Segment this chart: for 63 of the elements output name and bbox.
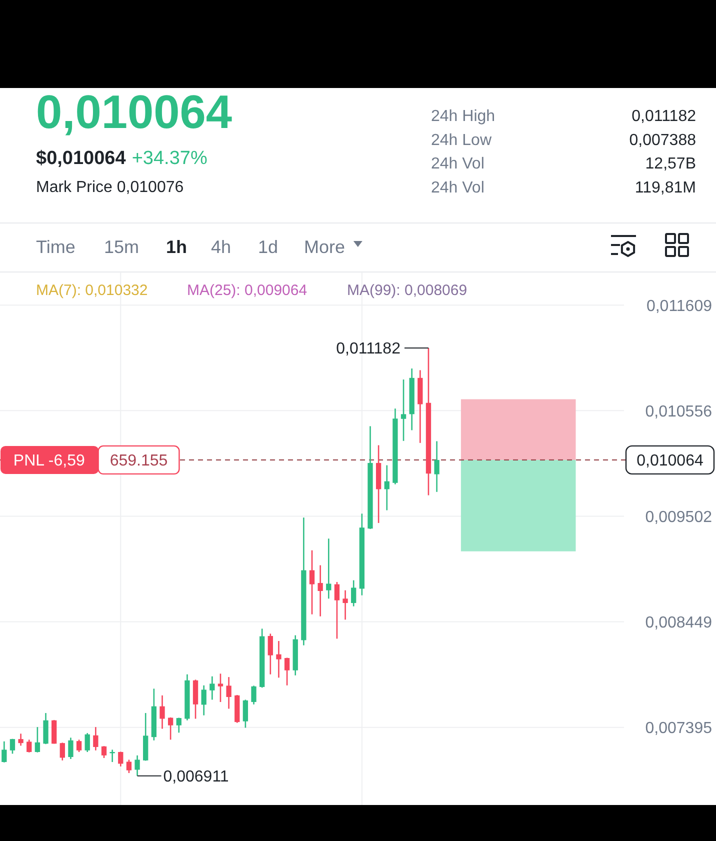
text: 1d — [258, 237, 278, 257]
text: 24h Vol 12,57B — [431, 156, 696, 173]
text: 24h Low 0,007388 — [431, 132, 696, 149]
annotation: MA(7): 0,010332 — [36, 282, 148, 299]
candlestick — [400, 378, 406, 442]
candlestick — [210, 676, 215, 700]
candlestick — [176, 717, 182, 734]
candlestick — [26, 739, 32, 754]
text: 15m — [104, 237, 140, 257]
candlestick — [34, 726, 40, 754]
text: 4h — [211, 237, 232, 257]
candlestick — [18, 733, 24, 746]
candlestick — [268, 633, 273, 676]
annotation: MA(25): 0,009064 — [187, 282, 308, 299]
candlestick — [76, 739, 82, 753]
candlestick — [342, 590, 348, 620]
candlestick — [134, 754, 140, 776]
text: Mark Price 0,010076 — [36, 179, 184, 196]
candlestick — [242, 699, 248, 728]
annotation: PNL -6,59 — [13, 452, 85, 470]
y-tick-label: 0,008449 — [645, 614, 712, 632]
candlestick — [276, 640, 282, 678]
candlestick — [201, 684, 206, 716]
y-tick-label: 0,007395 — [645, 720, 712, 737]
candlestick — [168, 716, 174, 740]
y-tick-label: 0,010556 — [645, 403, 712, 420]
candlestick — [52, 719, 57, 744]
annotation: 0,006911 — [163, 768, 229, 786]
candlestick — [309, 550, 315, 615]
candlestick — [10, 738, 16, 754]
chart-subtitle: $0,010064 +34.37% — [36, 148, 208, 169]
candlestick — [384, 464, 390, 511]
candlestick — [434, 440, 440, 493]
chart-title: 0,010064 — [36, 85, 232, 138]
candlestick — [2, 740, 7, 764]
candlestick — [226, 676, 232, 710]
text: Time — [36, 237, 76, 257]
candlestick — [251, 685, 256, 706]
y-tick-label: 0,009502 — [645, 508, 712, 526]
candlestick — [351, 580, 356, 607]
candlestick — [84, 732, 90, 753]
candlestick — [60, 742, 65, 762]
candlestick — [284, 657, 290, 686]
candlestick — [43, 712, 48, 745]
candlestick — [218, 673, 224, 703]
candlestick — [326, 538, 332, 600]
candlestick — [101, 745, 107, 759]
candlestick — [93, 726, 98, 752]
text: 24h High 0,011182 — [431, 108, 696, 125]
text: 1h — [166, 237, 188, 257]
text: More — [304, 237, 346, 257]
text: 24h Vol 119,81M — [431, 179, 696, 196]
candlestick — [68, 737, 74, 760]
annotation: 659.155 — [110, 452, 168, 470]
candlestick — [334, 581, 340, 640]
annotation: MA(99): 0,008069 — [347, 282, 468, 299]
candlestick — [126, 759, 132, 774]
y-tick-label: 0,011609 — [646, 298, 712, 315]
candlestick — [160, 694, 165, 730]
candlestick — [118, 751, 124, 768]
candlestick — [318, 564, 323, 617]
annotation: 0,011182 — [336, 340, 401, 358]
ref-line-label: 0,010064 — [636, 452, 704, 470]
